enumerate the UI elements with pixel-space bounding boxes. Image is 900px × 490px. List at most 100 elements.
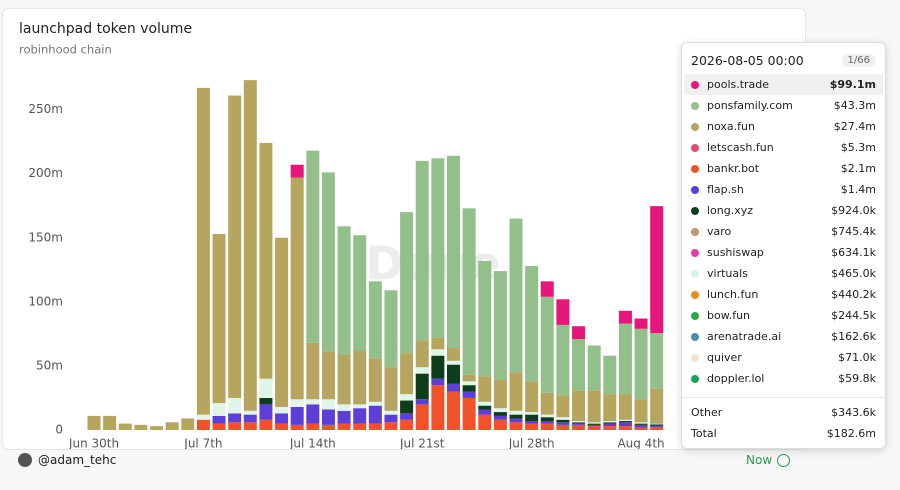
- bar-segment: [103, 415, 117, 430]
- row-value: $2.1m: [840, 162, 876, 175]
- bar-segment: [493, 419, 507, 430]
- bar-segment: [290, 424, 304, 430]
- chart-title: launchpad token volume: [19, 21, 192, 37]
- bar-segment: [540, 281, 554, 297]
- bar-segment: [509, 372, 523, 411]
- bar-segment: [321, 351, 335, 400]
- bar-segment: [509, 410, 523, 415]
- bar-segment: [400, 413, 414, 420]
- x-tick-label: Jul 28th: [508, 437, 555, 450]
- bar-segment: [525, 414, 539, 422]
- row-value: $99.1m: [829, 78, 876, 91]
- tooltip-rows: pools.trade $99.1m ponsfamily.com $43.3m nox…: [682, 74, 885, 389]
- bar-segment: [321, 409, 335, 425]
- bar-segment: [431, 378, 445, 386]
- x-tick-label: Jul 14th: [289, 437, 336, 450]
- row-swatch: [691, 248, 699, 257]
- row-swatch: [691, 143, 699, 152]
- status-text: Now: [746, 453, 773, 467]
- bar-segment: [556, 299, 570, 325]
- tooltip-row: long.xyz $924.0k: [684, 200, 883, 221]
- bar-segment: [572, 423, 586, 425]
- tooltip-date: 2026-08-05 00:00: [691, 53, 804, 68]
- bar-segment: [290, 406, 304, 425]
- bar-segment: [634, 318, 648, 329]
- bar-segment: [525, 421, 539, 424]
- row-name: varo: [707, 225, 732, 238]
- bar-segment: [150, 426, 164, 430]
- bar-segment: [446, 383, 460, 392]
- row-value: $27.4m: [833, 120, 876, 133]
- bar-segment: [368, 401, 382, 406]
- bar-segment: [431, 349, 445, 356]
- bar-segment: [493, 271, 507, 381]
- bar-segment: [634, 427, 648, 430]
- bar-segment: [415, 373, 429, 400]
- bar-segment: [603, 421, 617, 423]
- author[interactable]: @adam_tehc: [18, 453, 116, 467]
- row-name: quiver: [707, 351, 742, 364]
- tooltip-row: arenatrade.ai $162.6k: [684, 326, 883, 347]
- bar-segment: [290, 164, 304, 178]
- tooltip-row: quiver $71.0k: [684, 347, 883, 368]
- bar-segment: [415, 367, 429, 374]
- tooltip-row: lunch.fun $440.2k: [684, 284, 883, 305]
- bar-segment: [556, 417, 570, 420]
- bar-segment: [259, 397, 273, 405]
- row-name: arenatrade.ai: [707, 330, 782, 343]
- bar-segment: [431, 337, 445, 350]
- bar-segment: [415, 160, 429, 341]
- bar-segment: [478, 401, 492, 406]
- bar-segment: [196, 414, 210, 420]
- avatar: [18, 453, 32, 467]
- bar-segment: [87, 415, 101, 430]
- bar-segment: [650, 425, 664, 428]
- row-value: $343.6k: [831, 406, 876, 419]
- bar-segment: [337, 410, 351, 424]
- bar-segment: [634, 328, 648, 400]
- row-value: $43.3m: [833, 99, 876, 112]
- bar-segment: [321, 424, 335, 430]
- bar-segment: [431, 355, 445, 379]
- bar-segment: [353, 235, 367, 351]
- row-swatch: [691, 80, 699, 89]
- row-swatch: [691, 185, 699, 194]
- bar-segment: [462, 381, 476, 386]
- row-value: $465.0k: [831, 267, 876, 280]
- bar-segment: [556, 419, 570, 423]
- row-name: noxa.fun: [707, 120, 755, 133]
- x-tick-label: Aug 4th: [617, 437, 664, 450]
- bar-segment: [337, 423, 351, 430]
- bar-segment: [259, 404, 273, 420]
- bar-segment: [431, 158, 445, 338]
- row-name: doppler.lol: [707, 372, 765, 385]
- row-value: $71.0k: [838, 351, 876, 364]
- row-name: sushiswap: [707, 246, 764, 259]
- bar-segment: [650, 206, 664, 334]
- bar-segment: [321, 399, 335, 410]
- bar-segment: [259, 142, 273, 379]
- bar-segment: [556, 324, 570, 396]
- row-value: $59.8k: [838, 372, 876, 385]
- x-tick-label: Jul 21st: [399, 437, 445, 450]
- bar-segment: [540, 392, 554, 415]
- bar-segment: [446, 360, 460, 365]
- bar-segment: [587, 426, 601, 430]
- bar-segment: [306, 423, 320, 430]
- bar-segment: [400, 400, 414, 414]
- bar-segment: [243, 410, 257, 415]
- bar-segment: [337, 354, 351, 405]
- row-swatch: [691, 227, 699, 236]
- row-value: $182.6m: [826, 427, 876, 440]
- bar-segment: [228, 422, 242, 430]
- bar-segment: [572, 339, 586, 391]
- bar-segment: [540, 423, 554, 430]
- bar-segment: [228, 413, 242, 423]
- bar-segment: [493, 380, 507, 409]
- bar-segment: [228, 397, 242, 414]
- status-icon: [777, 453, 791, 467]
- row-name: Total: [691, 427, 717, 440]
- bar-segment: [306, 150, 320, 343]
- bar-segment: [478, 409, 492, 415]
